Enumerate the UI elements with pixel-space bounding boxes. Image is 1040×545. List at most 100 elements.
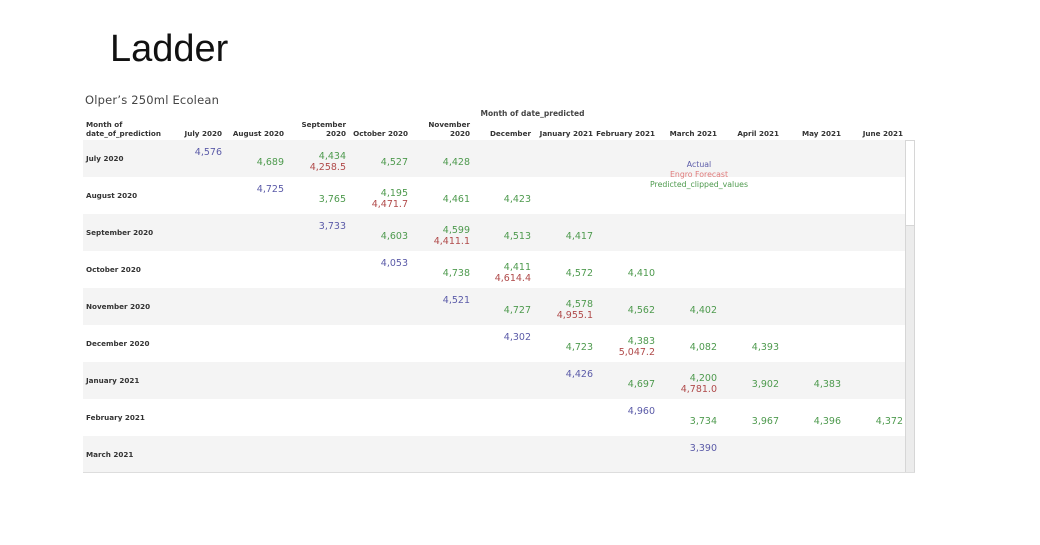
column-header-line2: 2020 — [449, 129, 470, 138]
column-header-line2: April 2021 — [737, 129, 779, 138]
legend-predicted: Predicted_clipped_values — [649, 180, 749, 189]
legend-engro-forecast: Engro Forecast — [669, 170, 729, 179]
row-label: October 2020 — [86, 265, 141, 274]
table-row: September 2020 3,733 4,603 4,599 4,513 4,417 4… — [83, 214, 905, 251]
predicted-value: 4,383 — [813, 379, 841, 390]
predicted-value: 4,572 — [565, 268, 593, 279]
predicted-value: 4,599 — [442, 225, 470, 236]
predicted-value: 4,689 — [256, 157, 284, 168]
actual-value: 4,426 — [565, 369, 593, 380]
actual-value: 4,725 — [256, 184, 284, 195]
column-header-line2: May 2021 — [802, 129, 841, 138]
column-header-line1 — [224, 120, 284, 129]
actual-value: 4,053 — [380, 258, 408, 269]
table-row: October 2020 4,053 4,738 4,411 4,572 4,410 4,6… — [83, 251, 905, 288]
column-header-line2: 2020 — [325, 129, 346, 138]
column-header-line1: September — [301, 120, 346, 129]
column-header-line2: February 2021 — [596, 129, 655, 138]
table-row: January 2021 4,426 4,697 4,200 3,902 4,383 4,7… — [83, 362, 905, 399]
engro-forecast-value: 5,047.2 — [618, 347, 655, 358]
row-header-line2: date_of_prediction — [86, 129, 161, 138]
column-group-label: Month of date_predicted — [480, 109, 585, 118]
column-header-line2: March 2021 — [669, 129, 717, 138]
predicted-value: 4,727 — [503, 305, 531, 316]
column-header-line1 — [657, 120, 717, 129]
predicted-value: 4,195 — [380, 188, 408, 199]
row-header-label: Month of date_of_prediction — [86, 120, 161, 138]
actual-value: 4,302 — [503, 332, 531, 343]
predicted-value: 4,434 — [318, 151, 346, 162]
column-header: May 2021 — [781, 120, 841, 138]
sheet-title: Olper’s 250ml Ecolean — [85, 93, 220, 107]
engro-forecast-value: 4,955.1 — [556, 310, 593, 321]
legend-actual: Actual — [686, 160, 712, 169]
predicted-value: 4,738 — [442, 268, 470, 279]
column-header-line1 — [471, 120, 531, 129]
predicted-value: 4,461 — [442, 194, 470, 205]
column-header-line1 — [162, 120, 222, 129]
predicted-value: 4,423 — [503, 194, 531, 205]
column-header-line1 — [348, 120, 408, 129]
predicted-value: 3,967 — [751, 416, 779, 427]
table-row: December 2020 4,302 4,723 4,383 4,082 4,393 5,… — [83, 325, 905, 362]
row-label: August 2020 — [86, 191, 138, 200]
column-header: January 2021 — [533, 120, 593, 138]
column-header: August 2020 — [224, 120, 284, 138]
column-header-line2: July 2020 — [184, 129, 222, 138]
predicted-value: 4,411 — [503, 262, 531, 273]
predicted-value: 4,402 — [689, 305, 717, 316]
actual-value: 4,576 — [194, 147, 222, 158]
predicted-value: 4,513 — [503, 231, 531, 242]
column-header-line2: August 2020 — [232, 129, 284, 138]
predicted-value: 4,410 — [627, 268, 655, 279]
ladder-table: July 2020 4,576 4,689 4,434 4,527 4,428 4,258.… — [83, 140, 905, 473]
column-header-line1 — [533, 120, 593, 129]
actual-value: 3,733 — [318, 221, 346, 232]
row-label: March 2021 — [86, 450, 134, 459]
column-header: September 2020 — [286, 120, 346, 138]
row-label: February 2021 — [86, 413, 145, 422]
table-row: July 2020 4,576 4,689 4,434 4,527 4,428 4,258.… — [83, 140, 905, 177]
scrollbar-track-lower[interactable] — [906, 225, 914, 473]
legend: Actual Engro Forecast Predicted_clipped_… — [640, 160, 758, 190]
table-row: March 2021 3,390 — [83, 436, 905, 473]
engro-forecast-value: 4,411.1 — [433, 236, 470, 247]
actual-value: 3,390 — [689, 443, 717, 454]
predicted-value: 4,082 — [689, 342, 717, 353]
column-header-line1: November — [428, 120, 470, 129]
column-header: October 2020 — [348, 120, 408, 138]
column-header-line1 — [781, 120, 841, 129]
predicted-value: 4,393 — [751, 342, 779, 353]
column-header: February 2021 — [595, 120, 655, 138]
row-label: January 2021 — [86, 376, 140, 385]
column-header-line1 — [595, 120, 655, 129]
row-label: December 2020 — [86, 339, 150, 348]
column-header: March 2021 — [657, 120, 717, 138]
column-header: April 2021 — [719, 120, 779, 138]
predicted-value: 3,902 — [751, 379, 779, 390]
predicted-value: 4,578 — [565, 299, 593, 310]
row-label: July 2020 — [86, 154, 124, 163]
engro-forecast-value: 4,614.4 — [494, 273, 531, 284]
row-label: September 2020 — [86, 228, 154, 237]
table-row: February 2021 4,960 3,734 3,967 4,396 4,372 — [83, 399, 905, 436]
column-header: June 2021 — [843, 120, 903, 138]
column-header: November 2020 — [410, 120, 470, 138]
predicted-value: 4,372 — [875, 416, 903, 427]
table-row: August 2020 4,725 3,765 4,195 4,461 4,423 4,47… — [83, 177, 905, 214]
engro-forecast-value: 4,258.5 — [309, 162, 346, 173]
predicted-value: 4,697 — [627, 379, 655, 390]
column-header-line2: June 2021 — [862, 129, 903, 138]
predicted-value: 3,734 — [689, 416, 717, 427]
predicted-value: 4,562 — [627, 305, 655, 316]
row-label: November 2020 — [86, 302, 151, 311]
predicted-value: 4,200 — [689, 373, 717, 384]
column-header-line1 — [719, 120, 779, 129]
vertical-scrollbar[interactable] — [905, 140, 915, 473]
actual-value: 4,960 — [627, 406, 655, 417]
actual-value: 4,521 — [442, 295, 470, 306]
table-bottom-border — [83, 472, 915, 473]
engro-forecast-value: 4,471.7 — [371, 199, 408, 210]
row-header-line1: Month of — [86, 120, 123, 129]
predicted-value: 4,383 — [627, 336, 655, 347]
